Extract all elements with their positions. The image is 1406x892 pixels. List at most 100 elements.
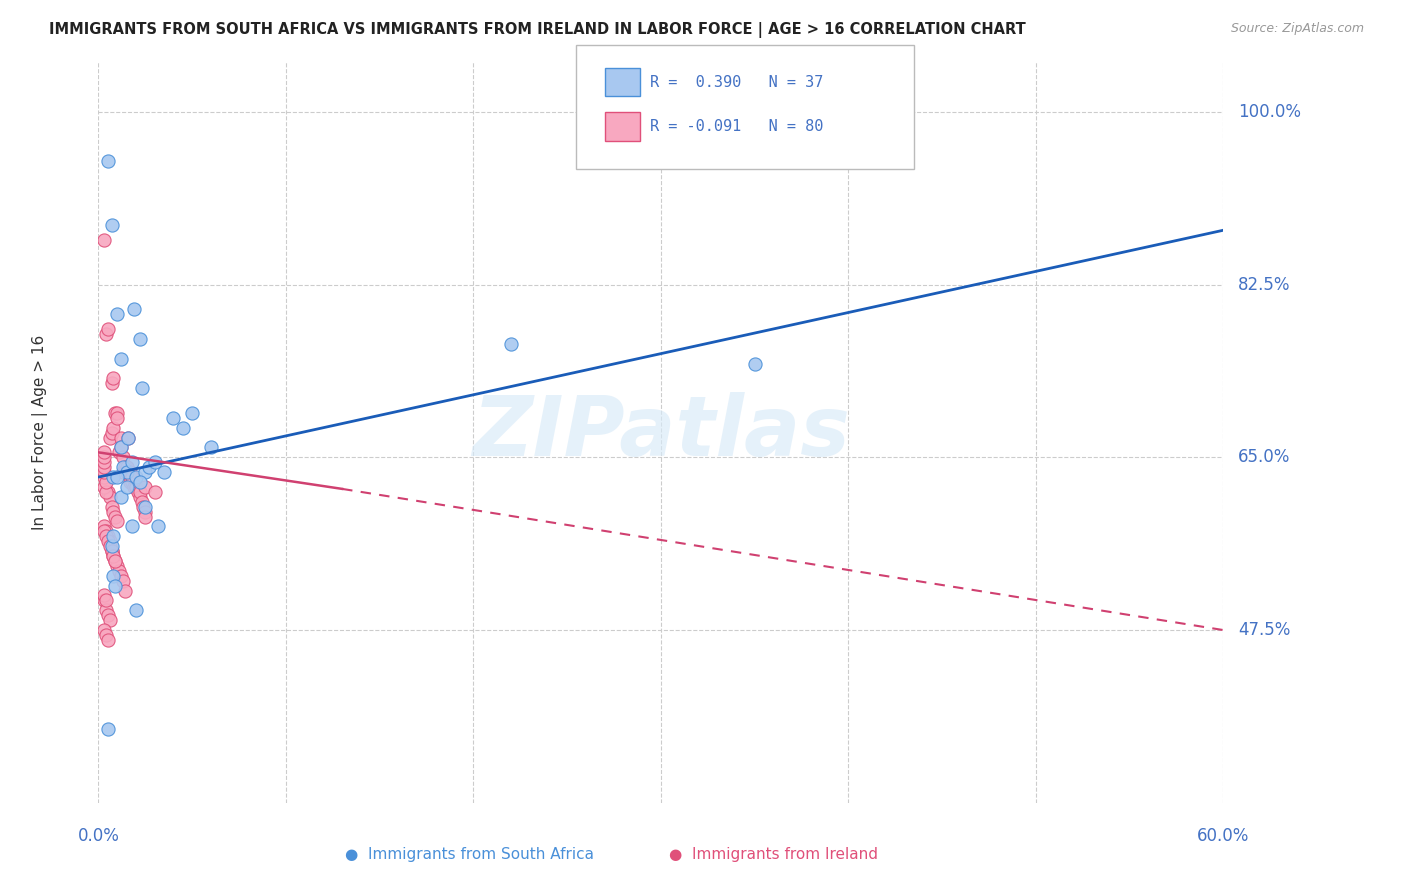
Point	[100, 500, 122, 514]
Text: 82.5%: 82.5%	[1239, 276, 1291, 293]
Text: R =  0.390   N = 37: R = 0.390 N = 37	[650, 75, 823, 89]
Point	[138, 460, 160, 475]
Point	[93, 524, 115, 539]
Point	[104, 554, 127, 568]
Point	[121, 455, 143, 469]
Point	[115, 460, 138, 475]
Point	[114, 460, 136, 475]
Point	[134, 509, 156, 524]
Point	[104, 509, 127, 524]
Point	[111, 460, 134, 475]
Text: ●  Immigrants from Ireland: ● Immigrants from Ireland	[669, 847, 877, 863]
Point	[744, 357, 766, 371]
Point	[104, 579, 127, 593]
Point	[100, 544, 122, 558]
Point	[93, 589, 115, 603]
Point	[105, 410, 128, 425]
Point	[105, 558, 128, 573]
Point	[108, 445, 131, 459]
Text: ●  Immigrants from South Africa: ● Immigrants from South Africa	[344, 847, 595, 863]
Point	[97, 154, 120, 169]
Point	[134, 505, 156, 519]
Point	[115, 480, 138, 494]
Point	[110, 431, 132, 445]
Point	[103, 568, 125, 582]
Point	[131, 494, 153, 508]
Point	[94, 628, 117, 642]
Text: 47.5%: 47.5%	[1239, 621, 1291, 639]
Point	[117, 431, 139, 445]
Point	[111, 574, 134, 588]
Text: ZIPatlas: ZIPatlas	[472, 392, 849, 473]
Point	[108, 564, 131, 578]
Point	[200, 441, 222, 455]
Point	[97, 529, 120, 543]
Text: In Labor Force | Age > 16: In Labor Force | Age > 16	[32, 335, 48, 530]
Point	[93, 480, 115, 494]
Point	[132, 500, 155, 514]
Point	[103, 470, 125, 484]
Point	[120, 465, 142, 479]
Point	[105, 470, 128, 484]
Point	[131, 381, 153, 395]
Point	[115, 465, 138, 479]
Point	[103, 549, 125, 563]
Point	[104, 406, 127, 420]
Point	[162, 410, 184, 425]
Point	[103, 529, 125, 543]
Point	[143, 484, 166, 499]
Point	[121, 470, 143, 484]
Point	[122, 480, 145, 494]
Point	[181, 406, 204, 420]
Text: 60.0%: 60.0%	[1197, 828, 1250, 846]
Point	[117, 465, 139, 479]
Point	[97, 722, 120, 736]
Point	[98, 490, 121, 504]
Point	[93, 593, 115, 607]
Point	[125, 603, 148, 617]
Point	[100, 539, 122, 553]
Point	[97, 534, 120, 549]
Point	[128, 484, 150, 499]
Text: 0.0%: 0.0%	[77, 828, 120, 846]
Point	[94, 326, 117, 341]
Point	[115, 465, 138, 479]
Point	[93, 623, 115, 637]
Point	[98, 431, 121, 445]
Point	[98, 534, 121, 549]
Point	[125, 480, 148, 494]
Point	[134, 480, 156, 494]
Point	[94, 593, 117, 607]
Point	[100, 425, 122, 440]
Point	[134, 500, 156, 514]
Point	[93, 445, 115, 459]
Point	[94, 475, 117, 489]
Point	[93, 450, 115, 465]
Point	[128, 475, 150, 489]
Point	[127, 484, 149, 499]
Point	[128, 332, 150, 346]
Point	[104, 554, 127, 568]
Point	[97, 484, 120, 499]
Point	[111, 450, 134, 465]
Point	[98, 539, 121, 553]
Point	[93, 470, 115, 484]
Point	[103, 549, 125, 563]
Point	[499, 336, 522, 351]
Point	[103, 420, 125, 434]
Point	[121, 475, 143, 489]
Point	[94, 529, 117, 543]
Point	[121, 519, 143, 533]
Point	[110, 490, 132, 504]
Point	[103, 505, 125, 519]
Point	[100, 544, 122, 558]
Point	[134, 465, 156, 479]
Point	[122, 302, 145, 317]
Point	[93, 460, 115, 475]
Point	[100, 376, 122, 391]
Text: IMMIGRANTS FROM SOUTH AFRICA VS IMMIGRANTS FROM IRELAND IN LABOR FORCE | AGE > 1: IMMIGRANTS FROM SOUTH AFRICA VS IMMIGRAN…	[49, 22, 1026, 38]
Point	[105, 406, 128, 420]
Point	[128, 490, 150, 504]
Point	[98, 613, 121, 627]
Point	[172, 420, 194, 434]
